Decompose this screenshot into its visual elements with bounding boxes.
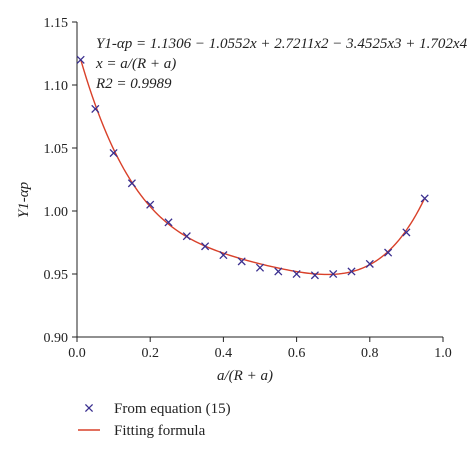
data-point <box>329 269 338 279</box>
data-point <box>365 259 374 268</box>
legend-label-fitting: Fitting formula <box>114 423 206 439</box>
data-point <box>237 257 246 266</box>
y-tick-label: 1.05 <box>44 142 69 157</box>
annotation-block: Y1-αp = 1.1306 − 1.0552x + 2.7211x2 − 3.… <box>95 36 468 92</box>
y-tick-label: 1.00 <box>44 205 69 220</box>
data-point <box>255 263 265 272</box>
x-axis-title: a/(R + a) <box>217 368 273 384</box>
data-point <box>182 232 191 241</box>
x-tick-label: 1.0 <box>434 346 452 361</box>
data-point <box>164 218 173 227</box>
data-point <box>76 55 85 64</box>
data-point <box>109 148 118 158</box>
x-tick-label: 0.8 <box>361 346 379 361</box>
y-tick-label: 0.95 <box>44 268 69 283</box>
data-point <box>384 248 393 257</box>
r-squared-label: R2 = 0.9989 <box>95 76 172 92</box>
y-axis-title: Y1-αp <box>16 181 32 218</box>
data-point <box>347 267 356 276</box>
x-tick-label: 0.6 <box>288 346 306 361</box>
legend-marker-icon <box>84 403 94 413</box>
data-point <box>274 267 283 276</box>
data-point <box>292 269 301 279</box>
data-point <box>146 200 155 209</box>
legend-cross <box>84 403 94 413</box>
y-ticks: 0.90 0.95 1.00 1.05 1.10 1.15 <box>44 16 77 346</box>
plot-area: 0.0 0.2 0.4 0.6 0.8 1.0 0.90 0.95 1.00 1.05 1.10 1… <box>44 16 452 361</box>
data-point <box>219 251 228 260</box>
data-point <box>201 242 210 251</box>
legend: From equation (15) Fitting formula <box>78 401 231 439</box>
fit-equation-label: Y1-αp = 1.1306 − 1.0552x + 2.7211x2 − 3.… <box>96 36 468 52</box>
data-markers <box>76 55 429 280</box>
data-point <box>402 228 411 237</box>
legend-label-equation: From equation (15) <box>114 401 231 417</box>
x-tick-label: 0.2 <box>141 346 159 361</box>
data-point <box>91 104 100 113</box>
data-point <box>420 194 429 203</box>
y-tick-label: 1.10 <box>44 79 69 94</box>
data-point <box>310 271 319 280</box>
x-definition-label: x = a/(R + a) <box>95 56 176 72</box>
y-tick-label: 0.90 <box>44 331 69 346</box>
x-tick-label: 0.4 <box>215 346 233 361</box>
x-tick-label: 0.0 <box>68 346 86 361</box>
x-ticks: 0.0 0.2 0.4 0.6 0.8 1.0 <box>68 337 452 361</box>
y-tick-label: 1.15 <box>44 16 69 31</box>
data-point <box>127 179 136 188</box>
